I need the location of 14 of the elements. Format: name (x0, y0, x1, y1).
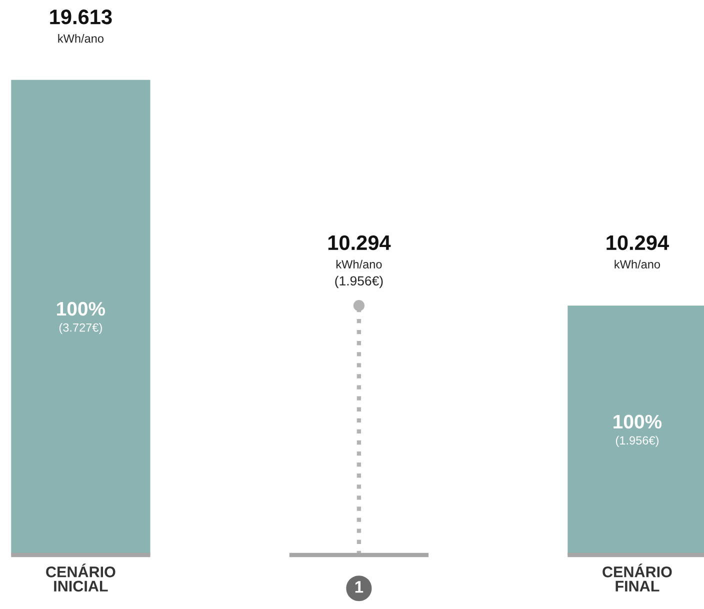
annotation: kWh/ano (336, 260, 382, 268)
annotation: 100% (614, 414, 662, 429)
data-label: 19.613 (50, 10, 112, 24)
data-label: 10.294 (606, 235, 669, 250)
x-tick-label: CENÁRIO FINAL (602, 564, 672, 592)
annotation: kWh/ano (614, 260, 660, 268)
annotation: 100% (57, 302, 106, 316)
annotation: (3.727€) (59, 323, 102, 334)
annotation: (1.956€) (335, 276, 383, 288)
x-tick-label: 1 (355, 581, 364, 593)
x-tick-label: CENÁRIO INICIAL (46, 564, 116, 592)
text: kWh/ano (58, 34, 104, 43)
annotation: (1.956€) (616, 436, 658, 447)
data-label: 10.294 (328, 235, 391, 250)
